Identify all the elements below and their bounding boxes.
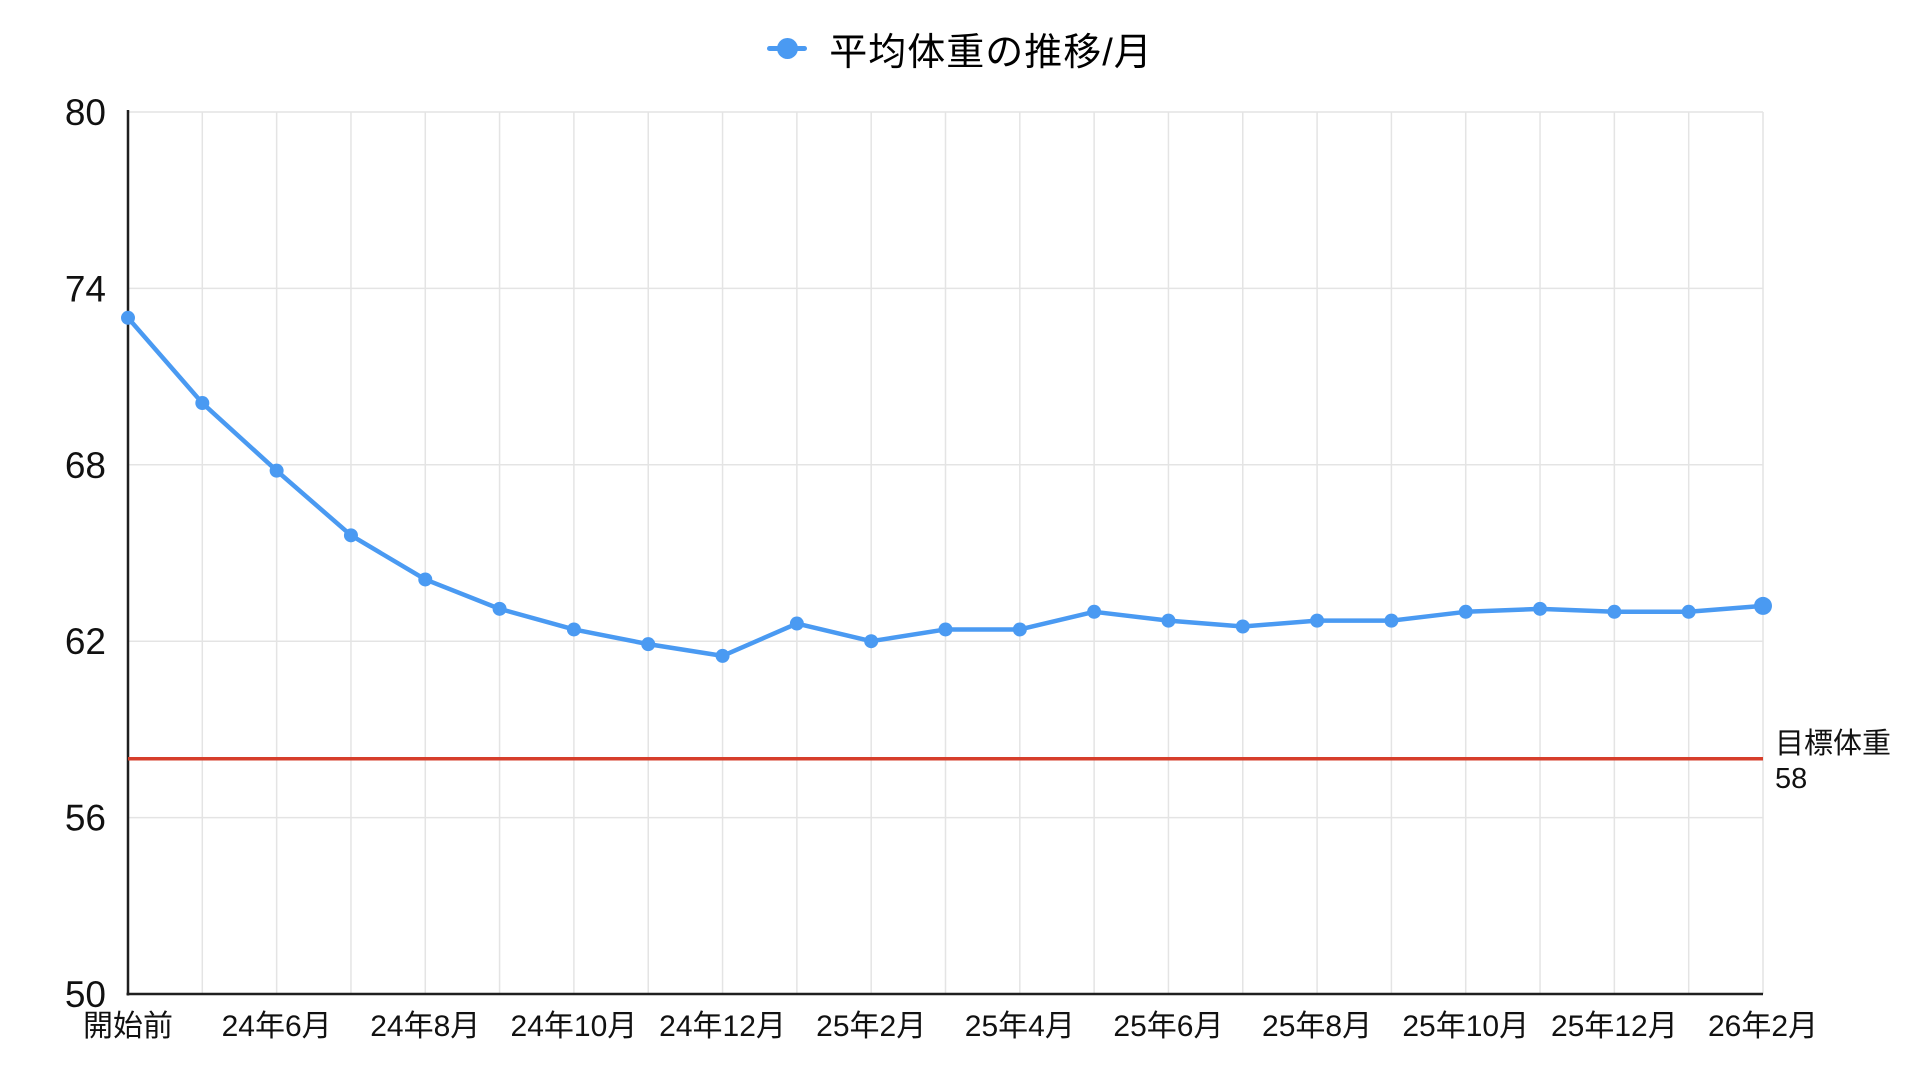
data-point-marker[interactable] [1754, 596, 1772, 615]
data-point-marker[interactable] [343, 528, 358, 543]
y-tick-label: 80 [65, 92, 106, 133]
data-point-marker[interactable] [1012, 622, 1027, 637]
data-point-marker[interactable] [121, 310, 135, 325]
data-point-marker[interactable] [1533, 601, 1548, 616]
data-point-marker[interactable] [1161, 613, 1176, 628]
chart-legend-item[interactable]: 平均体重の推移/月 [0, 26, 1920, 74]
y-tick-label: 62 [65, 621, 106, 662]
data-point-marker[interactable] [789, 616, 804, 631]
x-tick-label: 25年2月 [816, 1010, 926, 1043]
y-tick-label: 68 [65, 445, 106, 486]
data-point-marker[interactable] [195, 396, 210, 411]
x-tick-label: 25年4月 [965, 1010, 1075, 1043]
y-tick-label: 50 [65, 974, 106, 1015]
x-tick-label: 開始前 [83, 1010, 173, 1043]
x-tick-label: 25年6月 [1113, 1010, 1223, 1043]
data-point-marker[interactable] [418, 572, 433, 587]
x-tick-label: 24年6月 [222, 1010, 332, 1043]
x-tick-label: 24年10月 [511, 1010, 638, 1043]
x-tick-label: 25年8月 [1262, 1010, 1372, 1043]
data-point-marker[interactable] [864, 634, 879, 649]
x-tick-label: 26年2月 [1708, 1010, 1818, 1043]
target-weight-label: 目標体重 [1775, 727, 1891, 760]
data-point-marker[interactable] [1310, 613, 1325, 628]
x-tick-label: 24年8月 [370, 1010, 480, 1043]
y-tick-label: 74 [65, 268, 106, 309]
data-point-marker[interactable] [492, 601, 507, 616]
y-tick-label: 56 [65, 798, 106, 839]
data-point-marker[interactable] [1087, 604, 1102, 619]
x-tick-label: 24年12月 [659, 1010, 786, 1043]
data-point-marker[interactable] [641, 637, 656, 652]
data-point-marker[interactable] [1681, 604, 1696, 619]
x-tick-label: 25年12月 [1551, 1010, 1678, 1043]
data-point-marker[interactable] [715, 648, 730, 663]
data-point-marker[interactable] [1607, 604, 1622, 619]
data-point-marker[interactable] [566, 622, 581, 637]
data-point-marker[interactable] [1235, 619, 1250, 634]
legend-dot-icon [777, 37, 799, 59]
chart-title: 平均体重の推移/月 [829, 31, 1153, 74]
data-point-marker[interactable] [1458, 604, 1473, 619]
data-point-marker[interactable] [1384, 613, 1399, 628]
x-tick-label: 25年10月 [1402, 1010, 1529, 1043]
data-point-marker[interactable] [269, 463, 284, 478]
target-weight-label: 58 [1775, 763, 1807, 795]
legend-line-marker-icon [767, 37, 808, 59]
data-point-marker[interactable] [938, 622, 953, 637]
